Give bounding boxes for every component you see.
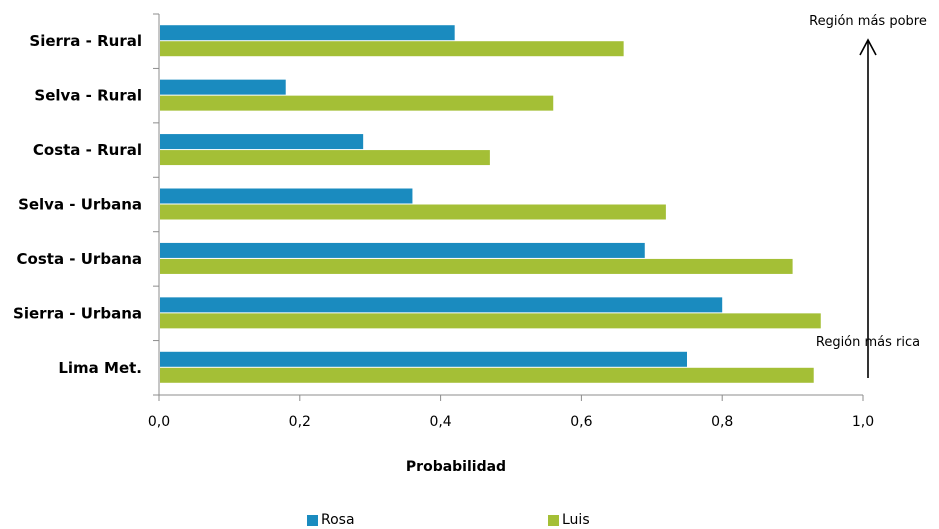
x-tick-label: 0,6 xyxy=(570,414,592,430)
direction-arrow xyxy=(859,38,877,378)
legend-swatch-rosa xyxy=(307,514,318,526)
bar-luis xyxy=(160,367,814,383)
category-label: Selva - Urbana xyxy=(18,196,142,214)
bar-rosa xyxy=(160,25,455,41)
x-axis-title: Probabilidad xyxy=(406,459,506,475)
bar-luis xyxy=(160,41,624,57)
category-label: Costa - Rural xyxy=(33,141,142,159)
x-tick-label: 0,8 xyxy=(711,414,733,430)
bar-rosa xyxy=(160,242,645,258)
legend-item-rosa: Rosa xyxy=(307,512,355,528)
legend-label-luis: Luis xyxy=(562,512,590,528)
bar-luis xyxy=(160,150,490,166)
bar-rosa xyxy=(160,188,413,204)
bar-rosa xyxy=(160,79,286,95)
bar-rosa xyxy=(160,297,723,313)
x-tick-label: 0,4 xyxy=(429,414,451,430)
bar-chart: Sierra - Rural Selva - Rural Costa - Rural… xyxy=(13,13,927,475)
category-label: Sierra - Rural xyxy=(29,32,142,50)
x-tick-label: 0,0 xyxy=(148,414,170,430)
poorest-region-note: Región más pobre xyxy=(809,14,927,29)
bar-luis xyxy=(160,258,793,274)
x-tick-label: 0,2 xyxy=(289,414,311,430)
axis-group xyxy=(153,13,864,401)
category-label: Sierra - Urbana xyxy=(13,304,142,322)
bar-rosa xyxy=(160,351,687,367)
bar-rosa xyxy=(160,134,364,150)
x-tick-label: 1,0 xyxy=(852,414,874,430)
bar-luis xyxy=(160,95,554,111)
x-tick-labels: 0,0 0,2 0,4 0,6 0,8 1,0 xyxy=(148,414,874,430)
legend: Rosa Luis xyxy=(0,509,939,529)
category-label: Lima Met. xyxy=(58,359,142,377)
bar-luis xyxy=(160,313,821,329)
category-label: Costa - Urbana xyxy=(17,250,142,268)
category-label: Selva - Rural xyxy=(34,87,142,105)
bar-luis xyxy=(160,204,666,220)
legend-item-luis: Luis xyxy=(548,512,590,528)
legend-label-rosa: Rosa xyxy=(321,512,355,528)
bars-group xyxy=(160,25,821,383)
legend-swatch-luis xyxy=(548,514,559,526)
category-labels: Sierra - Rural Selva - Rural Costa - Rural… xyxy=(13,32,142,377)
richest-region-note: Región más rica xyxy=(816,335,920,350)
